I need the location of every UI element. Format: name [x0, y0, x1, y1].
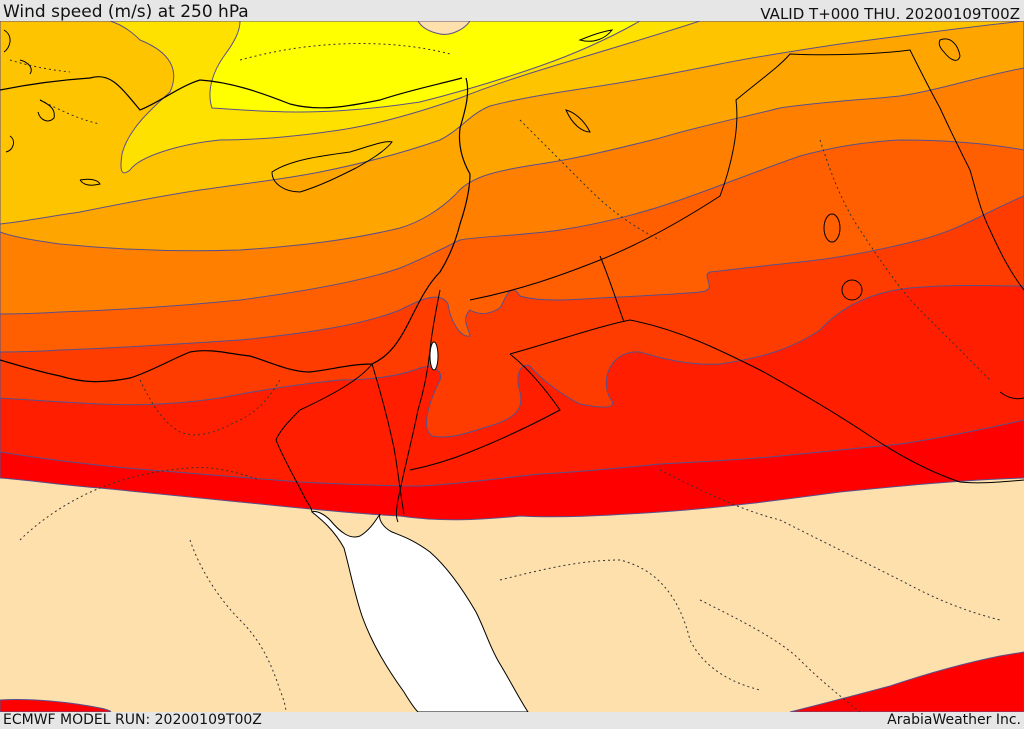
country-border-saudi	[509, 319, 1024, 484]
header-bar	[0, 0, 1024, 21]
internal-border-dotted-5	[659, 469, 1001, 621]
ataturk-lake	[565, 109, 591, 133]
lake-van	[578, 29, 614, 42]
internal-border-dotted-3	[189, 539, 287, 712]
lake-habbaniyah	[841, 279, 863, 301]
valid-time: VALID T+000 THU. 20200109T00Z	[760, 5, 1020, 23]
lake-tharthar	[823, 213, 841, 243]
dead-sea	[429, 341, 439, 371]
credit-label: ArabiaWeather Inc.	[887, 712, 1021, 728]
persian-gulf-coast	[999, 391, 1024, 400]
cyprus-island	[271, 141, 393, 193]
wind-band-southwest-patch	[0, 698, 112, 712]
internal-border-dotted-4	[499, 559, 761, 691]
footer-bar	[0, 712, 1024, 729]
jordan-river-line	[396, 289, 441, 523]
wind-speed-map	[0, 21, 1024, 712]
internal-border-dotted-6	[819, 139, 991, 381]
country-border-iran	[939, 107, 1024, 291]
sinai-outline	[275, 363, 405, 515]
internal-border-dotted-9	[519, 119, 661, 241]
internal-border-dotted-10	[699, 599, 861, 712]
map-title: Wind speed (m/s) at 250 hPa	[3, 2, 249, 22]
lake-urmia	[938, 38, 961, 61]
country-border-jordan	[409, 255, 625, 471]
turkey-coastline	[0, 76, 463, 111]
red-sea	[311, 511, 529, 712]
greek-islands	[3, 29, 101, 186]
country-border-iraq	[469, 49, 941, 301]
wind-band-yellow	[209, 21, 642, 113]
calm-patch-top	[417, 21, 471, 35]
model-run-label: ECMWF MODEL RUN: 20200109T00Z	[3, 712, 262, 728]
wind-band-southeast-patch	[789, 651, 1024, 712]
internal-border-dotted-7	[239, 42, 451, 61]
